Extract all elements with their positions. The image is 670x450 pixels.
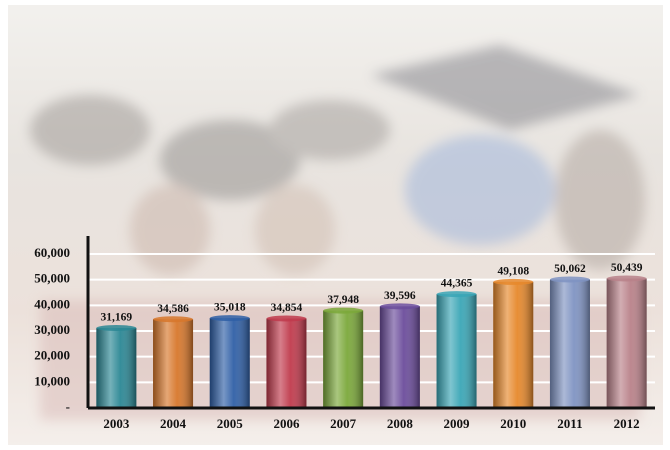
- bar-shine: [549, 279, 590, 408]
- bar-shine: [209, 318, 250, 408]
- x-tick-label: 2010: [500, 416, 526, 431]
- value-label: 34,586: [157, 303, 189, 315]
- x-tick-label: 2007: [330, 416, 357, 431]
- bar-cap: [96, 324, 137, 331]
- x-tick-label: 2003: [103, 416, 130, 431]
- y-tick-label: 10,000: [34, 373, 70, 388]
- value-label: 49,108: [497, 266, 529, 278]
- x-tick-label: 2005: [217, 416, 244, 431]
- y-tick-label: 20,000: [34, 348, 70, 363]
- bar-cap: [606, 275, 647, 282]
- x-tick-label: 2008: [387, 416, 414, 431]
- bar-cap: [436, 291, 477, 298]
- bar-shine: [493, 281, 534, 408]
- bar-shine: [606, 278, 647, 408]
- bar-shine: [153, 319, 194, 408]
- y-tick-label: 30,000: [34, 322, 70, 337]
- y-tick-label: 60,000: [34, 245, 70, 260]
- x-tick-label: 2004: [160, 416, 187, 431]
- bar-cap: [209, 315, 250, 322]
- bar-cap: [153, 316, 194, 323]
- bar-shine: [266, 318, 307, 408]
- bar-cap: [323, 307, 364, 314]
- bar-shine: [436, 294, 477, 408]
- value-label: 50,439: [611, 262, 643, 274]
- value-label: 37,948: [327, 294, 359, 306]
- plot-area: - 10,000 20,000 30,000 40,000 50,000 60,000 200…: [34, 236, 655, 431]
- x-tick-label: 2011: [557, 416, 582, 431]
- value-label: 44,365: [441, 278, 473, 290]
- value-label: 35,018: [214, 302, 246, 314]
- y-tick-label: 40,000: [34, 296, 70, 311]
- y-tick-label: -: [66, 399, 70, 414]
- bar-cap: [493, 278, 534, 285]
- value-label: 50,062: [554, 263, 586, 275]
- bar-shine: [96, 327, 137, 408]
- bar-cap: [379, 303, 420, 310]
- value-label: 39,596: [384, 290, 416, 302]
- x-tick-label: 2006: [273, 416, 300, 431]
- bar-shine: [323, 310, 364, 408]
- x-tick-label: 2009: [444, 416, 471, 431]
- bar-cap: [549, 276, 590, 283]
- x-tick-label: 2012: [614, 416, 640, 431]
- y-tick-label: 50,000: [34, 271, 70, 286]
- bar-cap: [266, 315, 307, 322]
- value-label: 34,854: [271, 302, 303, 314]
- value-label: 31,169: [101, 312, 133, 324]
- bar-shine: [379, 306, 420, 408]
